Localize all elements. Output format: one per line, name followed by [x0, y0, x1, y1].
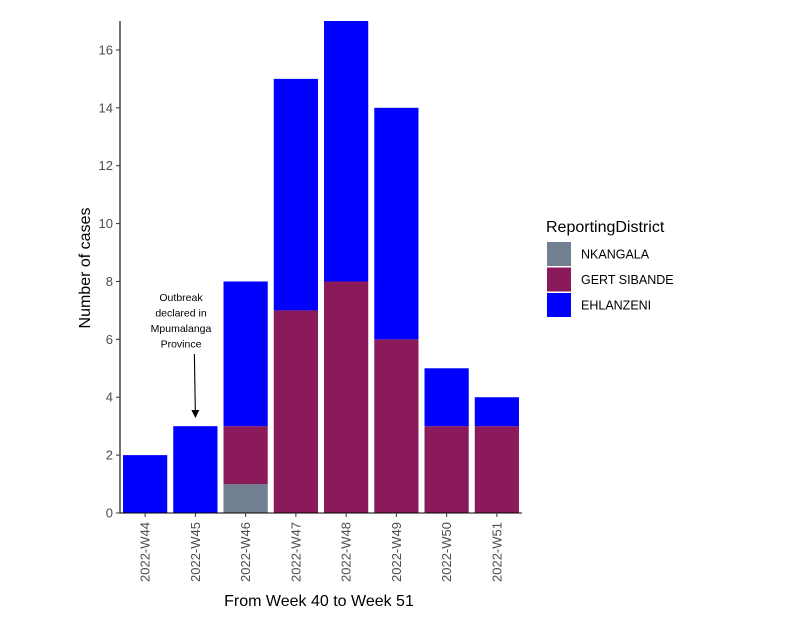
x-tick-label: 2022-W44: [138, 522, 153, 582]
legend-swatch: [547, 267, 571, 292]
bar-2022-W51-series-2: [474, 397, 519, 427]
y-tick-label: 8: [106, 274, 113, 289]
y-tick-label: 2: [106, 448, 113, 463]
bar-2022-W46-series-0: [223, 484, 268, 513]
bars-layer: [123, 21, 519, 513]
annotation: Outbreak declared in Mpumalanga Province: [151, 292, 212, 418]
x-tick-label: 2022-W47: [288, 522, 303, 582]
y-axis-title: Number of cases: [77, 208, 94, 329]
bar-2022-W47-series-2: [273, 78, 318, 311]
legend-label: GERT SIBANDE: [581, 273, 674, 287]
bar-2022-W46-series-2: [223, 281, 268, 427]
legend-label: EHLANZENI: [581, 299, 651, 313]
y-tick-label: 14: [99, 100, 113, 115]
x-axis-title: From Week 40 to Week 51: [224, 593, 414, 610]
x-tick-label: 2022-W51: [489, 522, 504, 582]
annotation-text: Mpumalanga: [151, 323, 212, 335]
bar-2022-W51-series-1: [474, 426, 519, 513]
y-tick-label: 16: [99, 42, 113, 57]
bar-2022-W44-series-2: [123, 455, 168, 513]
bar-2022-W46-series-1: [223, 426, 268, 485]
y-tick-label: 0: [106, 506, 113, 521]
x-tick-label: 2022-W50: [439, 522, 454, 582]
annotation-arrow: [191, 353, 200, 418]
y-tick-label: 10: [99, 216, 113, 231]
legend-title: ReportingDistrict: [546, 219, 665, 236]
bar-2022-W48-series-2: [324, 21, 369, 282]
legend-label: NKANGALA: [581, 248, 650, 262]
y-tick-label: 12: [99, 158, 113, 173]
annotation-text: declared in: [155, 308, 207, 320]
bar-2022-W50-series-2: [424, 368, 469, 427]
bar-2022-W45-series-2: [173, 426, 218, 513]
bar-2022-W49-series-2: [374, 107, 419, 340]
x-tick-label: 2022-W48: [339, 522, 354, 582]
x-tick-label: 2022-W46: [238, 522, 253, 582]
annotation-text: Province: [161, 339, 202, 351]
bar-2022-W49-series-1: [374, 339, 419, 513]
legend-swatch: [547, 293, 571, 317]
axes-layer: 0 2 4 6 8 10 12 14 16 2022-W44 2022-W45 2022-W46 202…: [99, 21, 522, 582]
bar-2022-W50-series-1: [424, 426, 469, 513]
y-tick-label: 6: [106, 332, 113, 347]
x-tick-label: 2022-W45: [188, 522, 203, 582]
y-tick-label: 4: [106, 390, 113, 405]
legend-swatch: [547, 242, 571, 266]
bar-2022-W47-series-1: [273, 310, 318, 513]
bar-2022-W48-series-1: [324, 281, 369, 513]
x-tick-label: 2022-W49: [389, 522, 404, 582]
annotation-text: Outbreak: [159, 292, 203, 304]
legend: ReportingDistrict NKANGALA GERT SIBANDE EH…: [546, 219, 674, 317]
